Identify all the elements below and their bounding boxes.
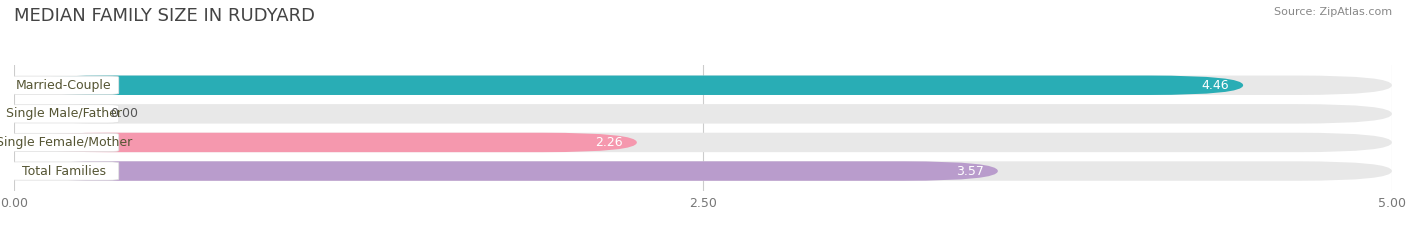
FancyBboxPatch shape [14,133,1392,152]
FancyBboxPatch shape [14,104,1392,123]
Text: 3.57: 3.57 [956,164,984,178]
FancyBboxPatch shape [14,75,1243,95]
FancyBboxPatch shape [8,76,118,94]
Text: 4.46: 4.46 [1202,79,1229,92]
Text: Total Families: Total Families [21,164,105,178]
Text: Source: ZipAtlas.com: Source: ZipAtlas.com [1274,7,1392,17]
FancyBboxPatch shape [14,75,1392,95]
Text: 0.00: 0.00 [111,107,139,120]
FancyBboxPatch shape [8,105,118,123]
Text: Single Male/Father: Single Male/Father [6,107,122,120]
Text: Single Female/Mother: Single Female/Mother [0,136,132,149]
FancyBboxPatch shape [8,133,118,152]
FancyBboxPatch shape [14,161,1392,181]
Text: 2.26: 2.26 [596,136,623,149]
FancyBboxPatch shape [14,161,998,181]
Text: Married-Couple: Married-Couple [15,79,111,92]
FancyBboxPatch shape [8,162,118,180]
Text: MEDIAN FAMILY SIZE IN RUDYARD: MEDIAN FAMILY SIZE IN RUDYARD [14,7,315,25]
FancyBboxPatch shape [14,133,637,152]
